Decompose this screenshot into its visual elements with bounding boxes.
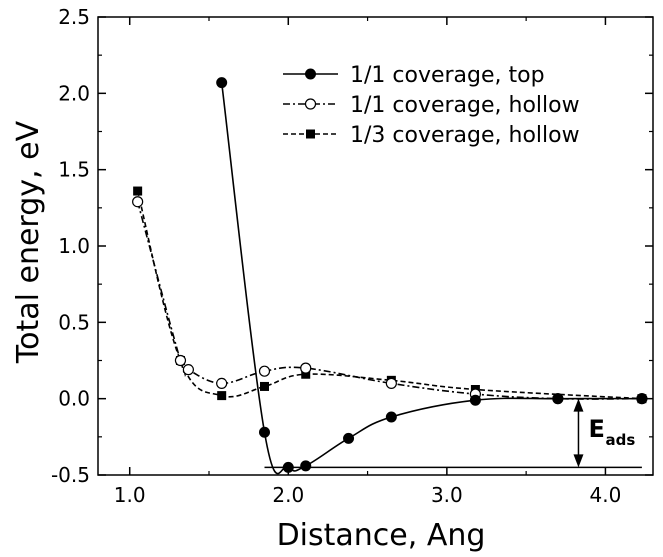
x-tick-label: 4.0	[590, 483, 622, 507]
legend-marker-2	[306, 129, 315, 139]
legend-label-0: 1/1 coverage, top	[350, 63, 545, 88]
data-point-series-1	[385, 377, 397, 389]
data-point-series-1	[216, 377, 228, 389]
legend-label-1: 1/1 coverage, hollow	[350, 93, 580, 118]
y-tick-label: 0.0	[58, 387, 90, 411]
data-point-series-0	[216, 77, 228, 89]
data-point-series-0	[300, 460, 312, 472]
eads-label-subscript: ads	[605, 431, 635, 449]
data-point-series-2	[301, 369, 311, 379]
data-point-series-0	[259, 426, 270, 438]
eads-label: E	[588, 415, 604, 443]
data-point-series-0	[552, 393, 564, 405]
data-point-series-1	[300, 362, 312, 374]
data-point-series-0	[469, 394, 481, 406]
arrow-head-up	[573, 398, 584, 412]
x-axis-title: Distance, Ang	[277, 518, 486, 553]
y-tick-label: 1.0	[58, 234, 90, 258]
data-point-series-1	[258, 365, 271, 377]
arrow-head-down	[573, 454, 584, 468]
data-point-series-0	[385, 411, 397, 423]
y-tick-label: 2.5	[58, 5, 90, 29]
series-line-2	[136, 190, 642, 400]
data-point-series-0	[343, 432, 355, 444]
data-point-series-2	[133, 186, 143, 196]
y-axis-title: Total energy, eV	[11, 120, 46, 364]
data-point-series-0	[636, 393, 648, 405]
legend-marker-1	[304, 98, 317, 110]
y-tick-label: 2.0	[58, 81, 90, 105]
series-line-0	[220, 82, 642, 475]
data-point-series-2	[260, 381, 269, 391]
legend-marker-0	[305, 68, 316, 80]
data-point-series-1	[182, 364, 194, 376]
x-tick-label: 3.0	[431, 483, 463, 507]
x-tick-label: 1.0	[114, 483, 146, 507]
data-point-series-1	[132, 196, 144, 208]
series-line-1	[136, 201, 642, 400]
y-tick-label: 0.5	[58, 310, 90, 334]
data-point-series-2	[217, 391, 227, 401]
y-tick-label: -0.5	[51, 463, 90, 487]
x-tick-label: 2.0	[272, 483, 304, 507]
data-point-series-0	[282, 461, 294, 473]
y-tick-label: 1.5	[58, 158, 90, 182]
legend-label-2: 1/3 coverage, hollow	[350, 123, 580, 148]
data-point-series-1	[174, 354, 187, 367]
